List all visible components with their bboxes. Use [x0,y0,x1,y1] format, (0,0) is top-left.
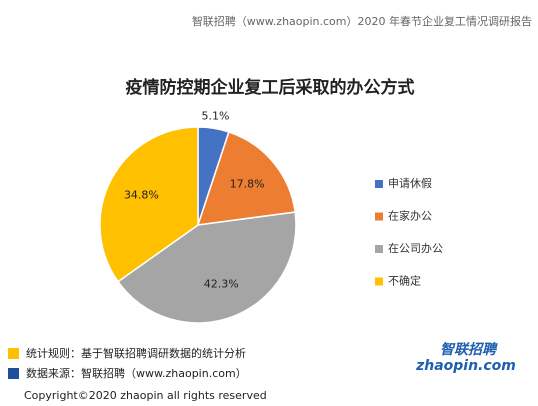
copyright: Copyright©2020 zhaopin all rights reserv… [24,389,267,402]
legend-swatch [375,245,383,253]
data-label: 34.8% [124,189,159,202]
report-header: 智联招聘（www.zhaopin.com）2020 年春节企业复工情况调研报告 [192,14,532,28]
pie-slice [116,211,297,324]
note-text: 数据来源：智联招聘（www.zhaopin.com） [26,366,247,380]
pie-slice [196,131,296,226]
note-text: 统计规则：基于智联招聘调研数据的统计分析 [26,346,246,360]
legend-label: 在公司办公 [388,242,443,255]
legend-swatch [375,212,383,221]
chart-title: 疫情防控期企业复工后采取的办公方式 [126,77,415,98]
legend-label: 不确定 [388,274,421,288]
data-label: 5.1% [202,110,230,123]
pie-slice [99,126,199,283]
legend-swatch [375,180,383,188]
legend-label: 在家办公 [388,209,432,223]
logo-name: 智联招聘 [440,341,498,358]
data-label: 17.8% [230,177,265,190]
note-marker [8,348,19,359]
logo-domain: zhaopin.com [415,358,516,374]
data-label: 42.3% [204,277,239,290]
note-marker [8,368,19,379]
legend-label: 申请休假 [388,176,432,190]
legend-swatch [375,277,383,286]
